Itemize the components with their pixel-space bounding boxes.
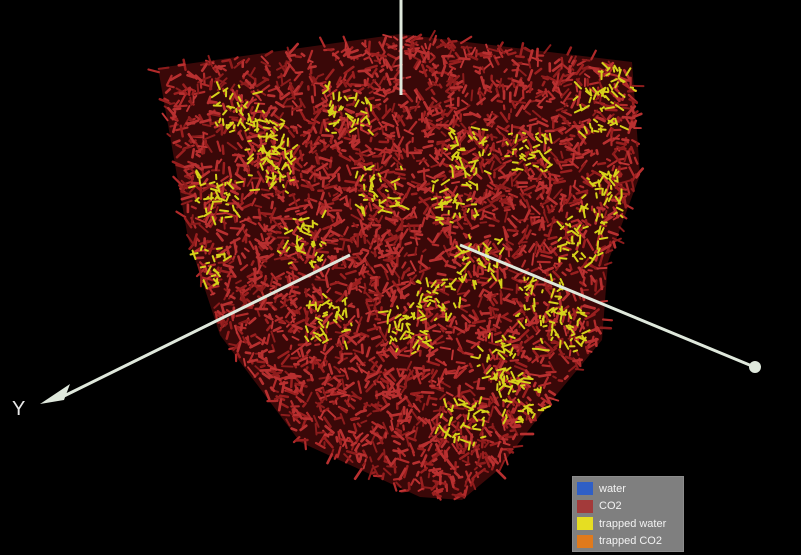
legend-swatch-water	[577, 482, 593, 496]
legend-swatch-trapped-water	[577, 517, 593, 531]
y-axis-label: Y	[12, 398, 26, 420]
x-axis-line	[459, 243, 753, 368]
legend-label-trapped-co2: trapped CO2	[599, 535, 662, 548]
legend-item-water: water	[577, 480, 679, 498]
legend-swatch-co2	[577, 499, 593, 513]
legend-label-co2: CO2	[599, 500, 622, 513]
legend-label-trapped-water: trapped water	[599, 517, 667, 530]
y-axis-line	[61, 253, 351, 399]
trapped-water-clusters	[188, 62, 637, 451]
legend-item-trapped-co2: trapped CO2	[577, 533, 679, 551]
legend-item-trapped-water: trapped water	[577, 515, 679, 533]
co2-pore-segments	[164, 35, 645, 489]
legend-swatch-trapped-co2	[577, 534, 593, 548]
x-axis-end-marker	[749, 361, 761, 373]
legend: water CO2 trapped water trapped CO2	[572, 476, 684, 552]
legend-item-co2: CO2	[577, 498, 679, 516]
axes	[40, 0, 761, 404]
y-axis-arrowhead	[40, 384, 70, 404]
trapped-water-segments	[188, 62, 637, 451]
legend-label-water: water	[599, 482, 626, 495]
